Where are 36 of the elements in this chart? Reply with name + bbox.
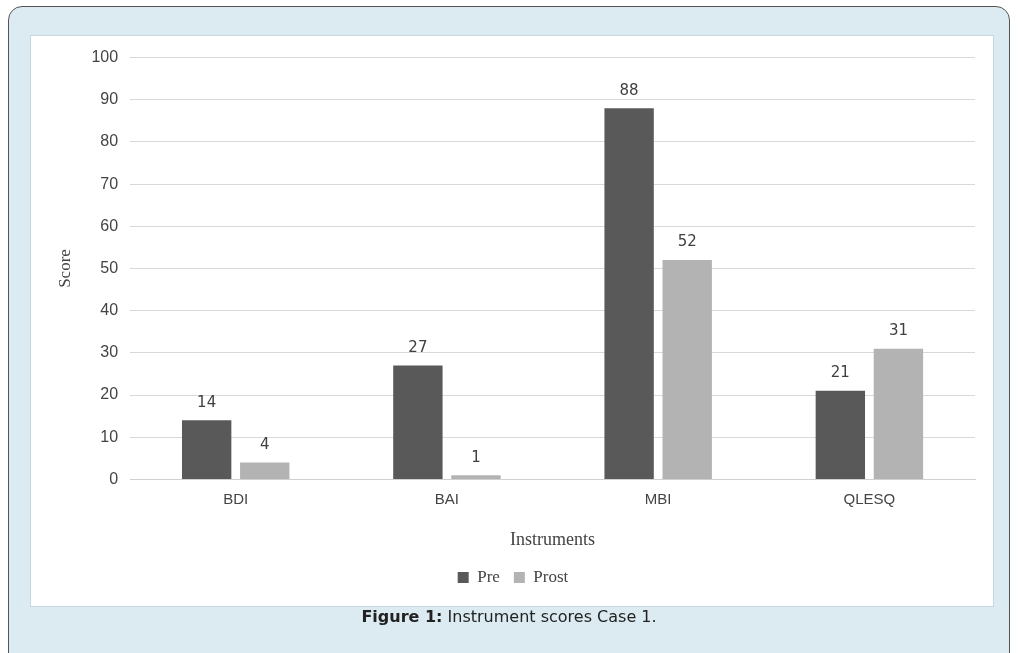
data-label: 4 <box>259 434 270 453</box>
data-label: 31 <box>888 321 908 340</box>
y-tick-label: 30 <box>100 343 119 361</box>
y-tick-label: 50 <box>100 258 119 276</box>
bar <box>873 348 924 479</box>
x-tick-label: QLESQ <box>843 489 896 507</box>
legend-label: Pre <box>477 566 500 586</box>
x-tick-label: BAI <box>434 489 460 507</box>
y-tick-label: 80 <box>100 132 119 150</box>
y-tick-label: 70 <box>100 174 119 192</box>
data-label: 1 <box>471 447 481 466</box>
bar <box>604 108 654 479</box>
y-axis-title: Score <box>54 249 74 288</box>
data-label: 21 <box>830 363 850 382</box>
y-tick-label: 0 <box>109 469 119 487</box>
bar <box>181 420 232 479</box>
bar <box>451 475 501 479</box>
x-axis-title: Instruments <box>510 528 596 549</box>
caption: Figure 1: Instrument scores Case 1. <box>360 607 658 626</box>
data-label: 52 <box>677 232 697 251</box>
y-tick-label: 40 <box>100 301 119 319</box>
y-tick-label: 90 <box>100 90 119 108</box>
y-tick-label: 100 <box>91 48 119 66</box>
bar <box>662 260 712 479</box>
data-label: 27 <box>408 337 428 356</box>
bar <box>815 390 866 479</box>
x-tick-label: MBI <box>644 489 672 507</box>
bar <box>240 462 290 479</box>
legend-label: Prost <box>533 566 569 586</box>
data-label: 14 <box>197 392 217 411</box>
y-tick-label: 60 <box>100 216 119 234</box>
y-tick-label: 10 <box>100 427 119 445</box>
data-label: 88 <box>619 80 639 99</box>
x-tick-label: BDI <box>223 489 249 507</box>
y-tick-label: 20 <box>100 385 119 403</box>
bar <box>393 365 443 479</box>
